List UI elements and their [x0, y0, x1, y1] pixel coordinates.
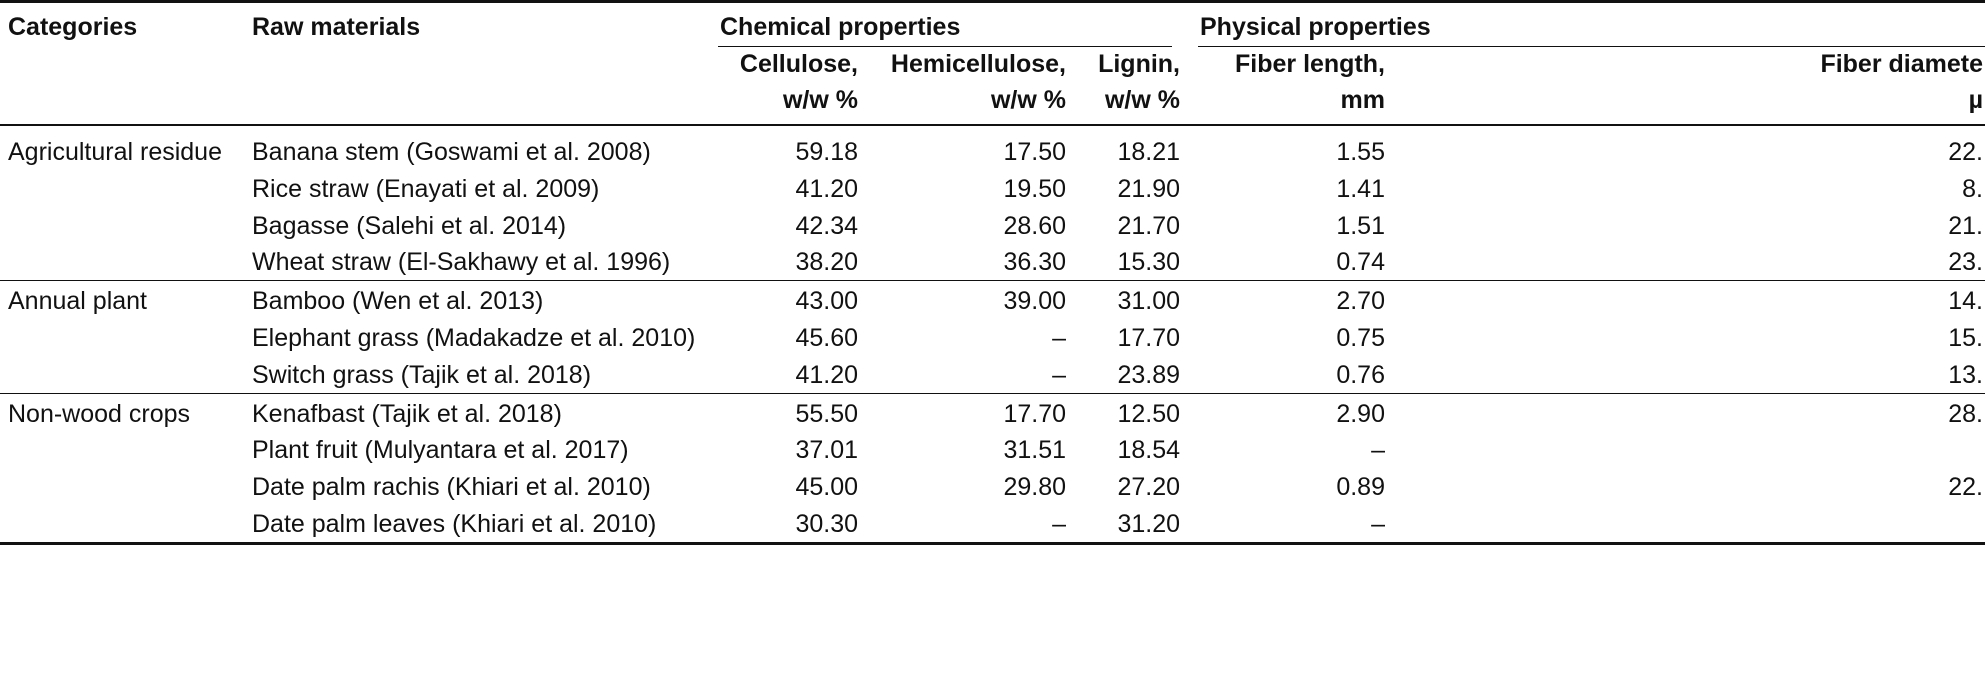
value-cell: 15.30	[1117, 248, 1180, 277]
value-cell: 0.89	[1336, 473, 1385, 502]
material: Wheat straw (El-Sakhawy et al. 1996)	[252, 248, 671, 277]
value-cell: 42.34	[795, 211, 858, 240]
value-cell: 15.	[1948, 324, 1983, 352]
category: Agricultural residue	[8, 138, 222, 166]
rule	[0, 124, 1985, 126]
column-header: µ	[1968, 86, 1983, 114]
value-cell: 31.51	[1003, 436, 1066, 465]
value-cell: 17.70	[1003, 399, 1066, 428]
value-cell: 1.51	[1336, 211, 1385, 240]
value-cell: 18.21	[1117, 138, 1180, 166]
column-header: w/w %	[1104, 86, 1180, 114]
material: Banana stem (Goswami et al. 2008)	[252, 138, 651, 166]
value-cell: 27.20	[1117, 473, 1180, 502]
column-header: Lignin,	[1098, 50, 1180, 78]
value-cell: 59.18	[795, 138, 858, 166]
value-cell: 29.80	[1003, 473, 1066, 502]
value-cell: 45.00	[795, 473, 858, 502]
column-header: w/w %	[782, 86, 858, 114]
value-cell: 41.20	[795, 360, 858, 389]
value-cell: 23.89	[1117, 360, 1180, 389]
rule	[0, 280, 1985, 282]
value-cell: 1.55	[1336, 138, 1385, 166]
value-cell: 30.30	[795, 510, 858, 538]
material: Date palm rachis (Khiari et al. 2010)	[252, 473, 651, 502]
value-cell: 23.	[1948, 248, 1983, 277]
value-cell: 55.50	[795, 399, 858, 428]
value-cell: 43.00	[795, 287, 858, 316]
value-cell: 28.60	[1003, 211, 1066, 240]
value-cell: –	[1371, 436, 1385, 465]
material: Date palm leaves (Khiari et al. 2010)	[252, 510, 657, 538]
column-header: Fiber length,	[1235, 50, 1385, 78]
value-cell: 38.20	[795, 248, 858, 277]
value-cell: 1.41	[1336, 174, 1385, 203]
value-cell: 37.01	[795, 436, 858, 465]
value-cell: –	[1052, 324, 1066, 352]
value-cell: 45.60	[795, 324, 858, 352]
rule	[0, 392, 1985, 394]
value-cell: 2.90	[1336, 399, 1385, 428]
value-cell: 41.20	[795, 174, 858, 203]
column-header: mm	[1340, 86, 1385, 114]
value-cell: 31.20	[1117, 510, 1180, 538]
value-cell: –	[1052, 510, 1066, 538]
rule	[0, 0, 1985, 3]
value-cell: 12.50	[1117, 399, 1180, 428]
value-cell: 22.	[1948, 138, 1983, 166]
value-cell: 21.70	[1117, 211, 1180, 240]
material: Bamboo (Wen et al. 2013)	[252, 287, 544, 316]
material: Rice straw (Enayati et al. 2009)	[252, 174, 600, 203]
value-cell: 14.	[1948, 287, 1983, 316]
header-cell: Raw materials	[252, 13, 421, 41]
value-cell: 2.70	[1336, 287, 1385, 316]
value-cell: 22.	[1948, 473, 1983, 502]
value-cell: 0.74	[1336, 248, 1385, 277]
value-cell: 17.50	[1003, 138, 1066, 166]
column-header: Hemicellulose,	[890, 50, 1066, 78]
material: Plant fruit (Mulyantara et al. 2017)	[252, 436, 629, 465]
value-cell: –	[1052, 360, 1066, 389]
header-cell: Physical properties	[1200, 13, 1431, 41]
material: Switch grass (Tajik et al. 2018)	[252, 360, 592, 389]
value-cell: 21.90	[1117, 174, 1180, 203]
material: Elephant grass (Madakadze et al. 2010)	[252, 324, 696, 352]
value-cell: 8.	[1962, 174, 1983, 203]
value-cell: 28.	[1948, 399, 1983, 428]
value-cell: 21.	[1948, 211, 1983, 240]
category: Annual plant	[8, 287, 148, 316]
value-cell: 17.70	[1117, 324, 1180, 352]
value-cell: 0.75	[1336, 324, 1385, 352]
column-header: Cellulose,	[739, 50, 858, 78]
value-cell: 13.	[1948, 360, 1983, 389]
value-cell: 36.30	[1003, 248, 1066, 277]
material: Bagasse (Salehi et al. 2014)	[252, 211, 567, 240]
column-header: w/w %	[990, 86, 1066, 114]
value-cell: –	[1371, 510, 1385, 538]
value-cell: 18.54	[1117, 436, 1180, 465]
material: Kenafbast (Tajik et al. 2018)	[252, 399, 562, 428]
value-cell: 0.76	[1336, 360, 1385, 389]
category: Non-wood crops	[8, 399, 191, 428]
header-cell: Categories	[8, 13, 138, 41]
rule	[1198, 46, 1985, 47]
header-cell: Chemical properties	[720, 13, 961, 41]
column-header: Fiber diamete	[1820, 50, 1983, 78]
value-cell: 31.00	[1117, 287, 1180, 316]
value-cell: 39.00	[1003, 287, 1066, 316]
rule	[0, 542, 1985, 545]
rule	[718, 46, 1172, 47]
value-cell: 19.50	[1003, 174, 1066, 203]
